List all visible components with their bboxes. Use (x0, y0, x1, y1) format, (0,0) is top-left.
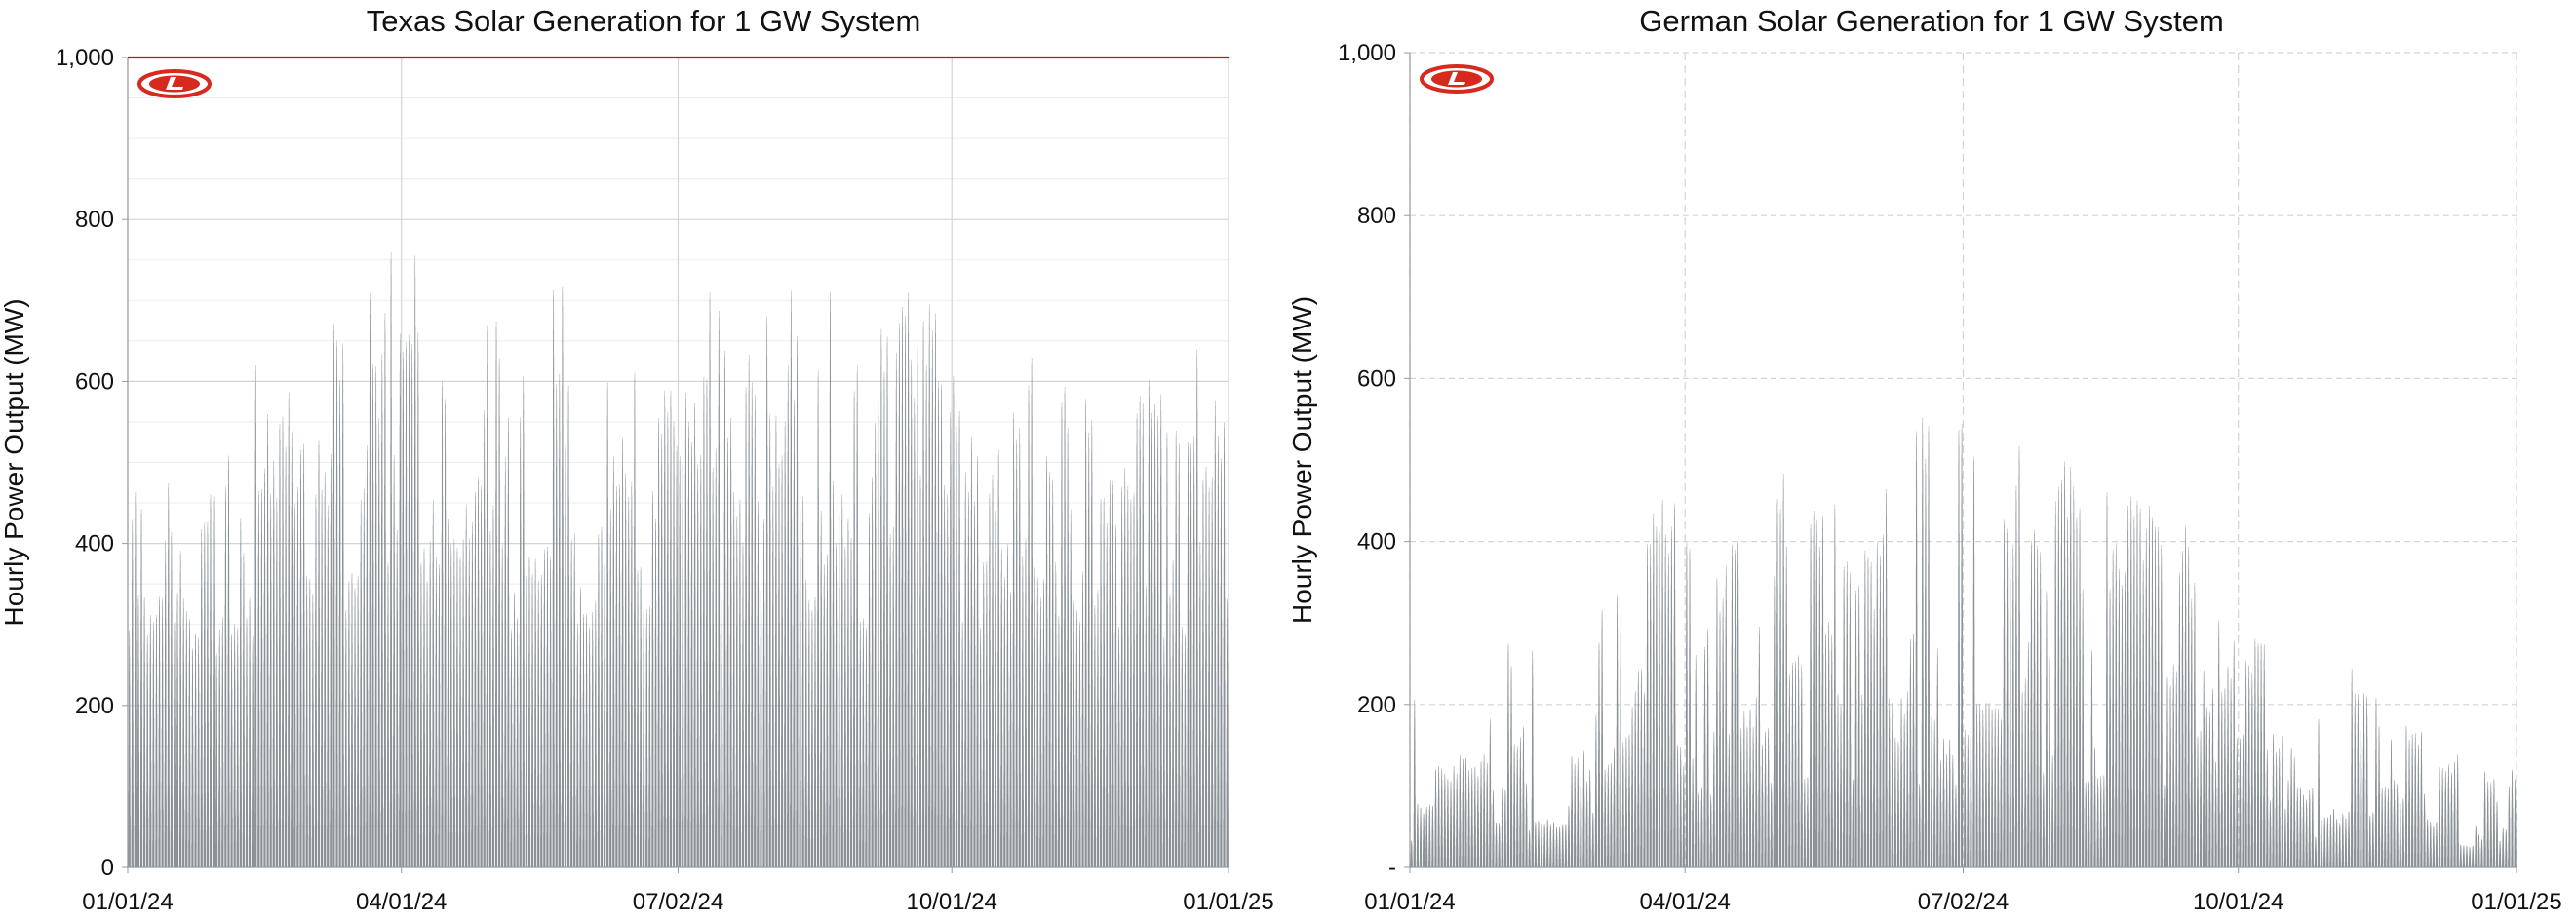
x-tick-label: 01/01/25 (1183, 889, 1273, 915)
y-tick-label: 1,000 (56, 45, 114, 71)
germany-chart-panel: German Solar Generation for 1 GW System … (1287, 0, 2576, 922)
y-tick-label: 400 (1357, 529, 1396, 556)
x-tick-label: 01/01/24 (82, 889, 173, 915)
y-tick-label: 600 (1357, 365, 1396, 392)
germany-chart: - 200 400 600 800 1,000 01/01/24 04/01/24 07/02/… (1287, 40, 2562, 915)
x-tick-label: 01/01/25 (2471, 889, 2561, 915)
x-tick-label: 07/02/24 (633, 889, 723, 915)
x-tick-label: 10/01/24 (2193, 889, 2283, 915)
logo-fill (1431, 70, 1482, 88)
series-low-band (1410, 786, 2517, 867)
y-tick-label: 800 (1357, 203, 1396, 229)
logo-fill (149, 75, 200, 93)
x-tick-label: 04/01/24 (1639, 889, 1730, 915)
lightbulb-logo-icon (1420, 64, 1494, 94)
lightbulb-logo-icon (137, 69, 212, 98)
y-axis-title: Hourly Power Output (MW) (0, 298, 29, 626)
x-tick-label: 10/01/24 (906, 889, 996, 915)
logo-letter-shape (166, 77, 183, 90)
y-tick-label: 400 (75, 531, 114, 557)
germany-chart-title: German Solar Generation for 1 GW System (1639, 4, 2224, 38)
x-tick-label: 04/01/24 (356, 889, 447, 915)
x-tick-label: 01/01/24 (1364, 889, 1455, 915)
y-tick-label: - (1388, 855, 1396, 881)
texas-chart-title: Texas Solar Generation for 1 GW System (366, 4, 921, 38)
series-low-band (128, 786, 1229, 867)
logo-letter-shape (1448, 72, 1465, 85)
x-tick-label: 07/02/24 (1918, 889, 2009, 915)
y-tick-label: 1,000 (1338, 40, 1396, 66)
y-axis-title: Hourly Power Output (MW) (1287, 296, 1317, 624)
y-tick-label: 200 (1357, 692, 1396, 718)
y-tick-label: 200 (75, 693, 114, 719)
y-tick-label: 600 (75, 368, 114, 395)
y-tick-label: 800 (75, 207, 114, 233)
y-tick-label: 0 (101, 855, 114, 881)
texas-chart-panel: Texas Solar Generation for 1 GW System 0… (0, 0, 1287, 922)
texas-chart: 0 200 400 600 800 1,000 01/01/24 04/01/24 07/02/… (0, 45, 1274, 915)
